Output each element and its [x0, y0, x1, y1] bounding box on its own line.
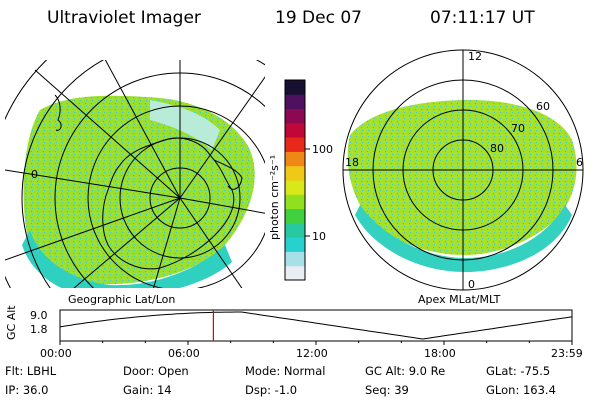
timeline-y-top: 9.0	[30, 309, 48, 322]
mlat-80-label: 80	[490, 142, 504, 155]
date-label: 19 Dec 07	[275, 8, 362, 28]
mlt-18-label: 18	[345, 156, 359, 169]
colorbar-segment	[285, 151, 305, 167]
timeline-x-tick-0: 00:00	[40, 347, 72, 360]
timeline-y-bottom: 1.8	[30, 323, 48, 336]
timeline-plot	[59, 309, 573, 345]
geo-lon-label: 0	[31, 168, 38, 181]
info-mode: Mode: Normal	[245, 364, 326, 378]
timeline-x-tick-3: 18:00	[424, 347, 456, 360]
time-label: 07:11:17 UT	[430, 8, 535, 28]
info-door: Door: Open	[123, 364, 189, 378]
info-glon: GLon: 163.4	[486, 383, 556, 397]
info-dsp: Dsp: -1.0	[245, 383, 298, 397]
mag-map-label: Apex MLat/MLT	[418, 293, 501, 306]
timeline-axis-label: GC Alt	[5, 305, 18, 340]
colorbar-segment	[285, 137, 305, 152]
colorbar-segment	[285, 108, 305, 124]
colorbar-segment	[285, 194, 305, 210]
orbit-altitude-curve	[59, 311, 573, 340]
colorbar-segment	[285, 180, 305, 195]
colorbar-tick-100: 100	[312, 143, 333, 156]
colorbar-tick-10: 10	[312, 230, 326, 243]
colorbar	[284, 79, 310, 281]
info-filter: Flt: LBHL	[5, 364, 57, 378]
mlat-70-label: 70	[511, 122, 525, 135]
timeline-x-tick-4: 23:59	[551, 347, 583, 360]
info-ip: IP: 36.0	[5, 383, 49, 397]
info-gain: Gain: 14	[123, 383, 172, 397]
mlt-6-label: 6	[576, 156, 583, 169]
geo-map	[5, 60, 265, 288]
mlt-12-label: 12	[468, 50, 482, 63]
colorbar-segment	[285, 222, 305, 238]
colorbar-segment	[285, 265, 305, 281]
timeline-x-tick-2: 12:00	[296, 347, 328, 360]
colorbar-segment	[285, 122, 305, 138]
colorbar-segment	[285, 165, 305, 181]
geo-map-label: Geographic Lat/Lon	[68, 293, 176, 306]
coastline	[102, 137, 235, 270]
colorbar-unit-label: photon cm⁻²s⁻¹	[268, 155, 281, 240]
mag-map	[342, 49, 584, 291]
info-glat: GLat: -75.5	[486, 364, 551, 378]
info-gc-alt: GC Alt: 9.0 Re	[365, 364, 446, 378]
colorbar-segment	[285, 251, 305, 267]
colorbar-segment	[285, 80, 305, 95]
timeline-x-tick-1: 06:00	[168, 347, 200, 360]
colorbar-segment	[285, 208, 305, 224]
colorbar-segment	[285, 94, 305, 110]
info-seq: Seq: 39	[365, 383, 409, 397]
mlat-60-label: 60	[536, 100, 550, 113]
colorbar-segment	[285, 237, 305, 252]
instrument-title: Ultraviolet Imager	[47, 8, 201, 28]
mlt-0-label: 0	[468, 278, 475, 291]
